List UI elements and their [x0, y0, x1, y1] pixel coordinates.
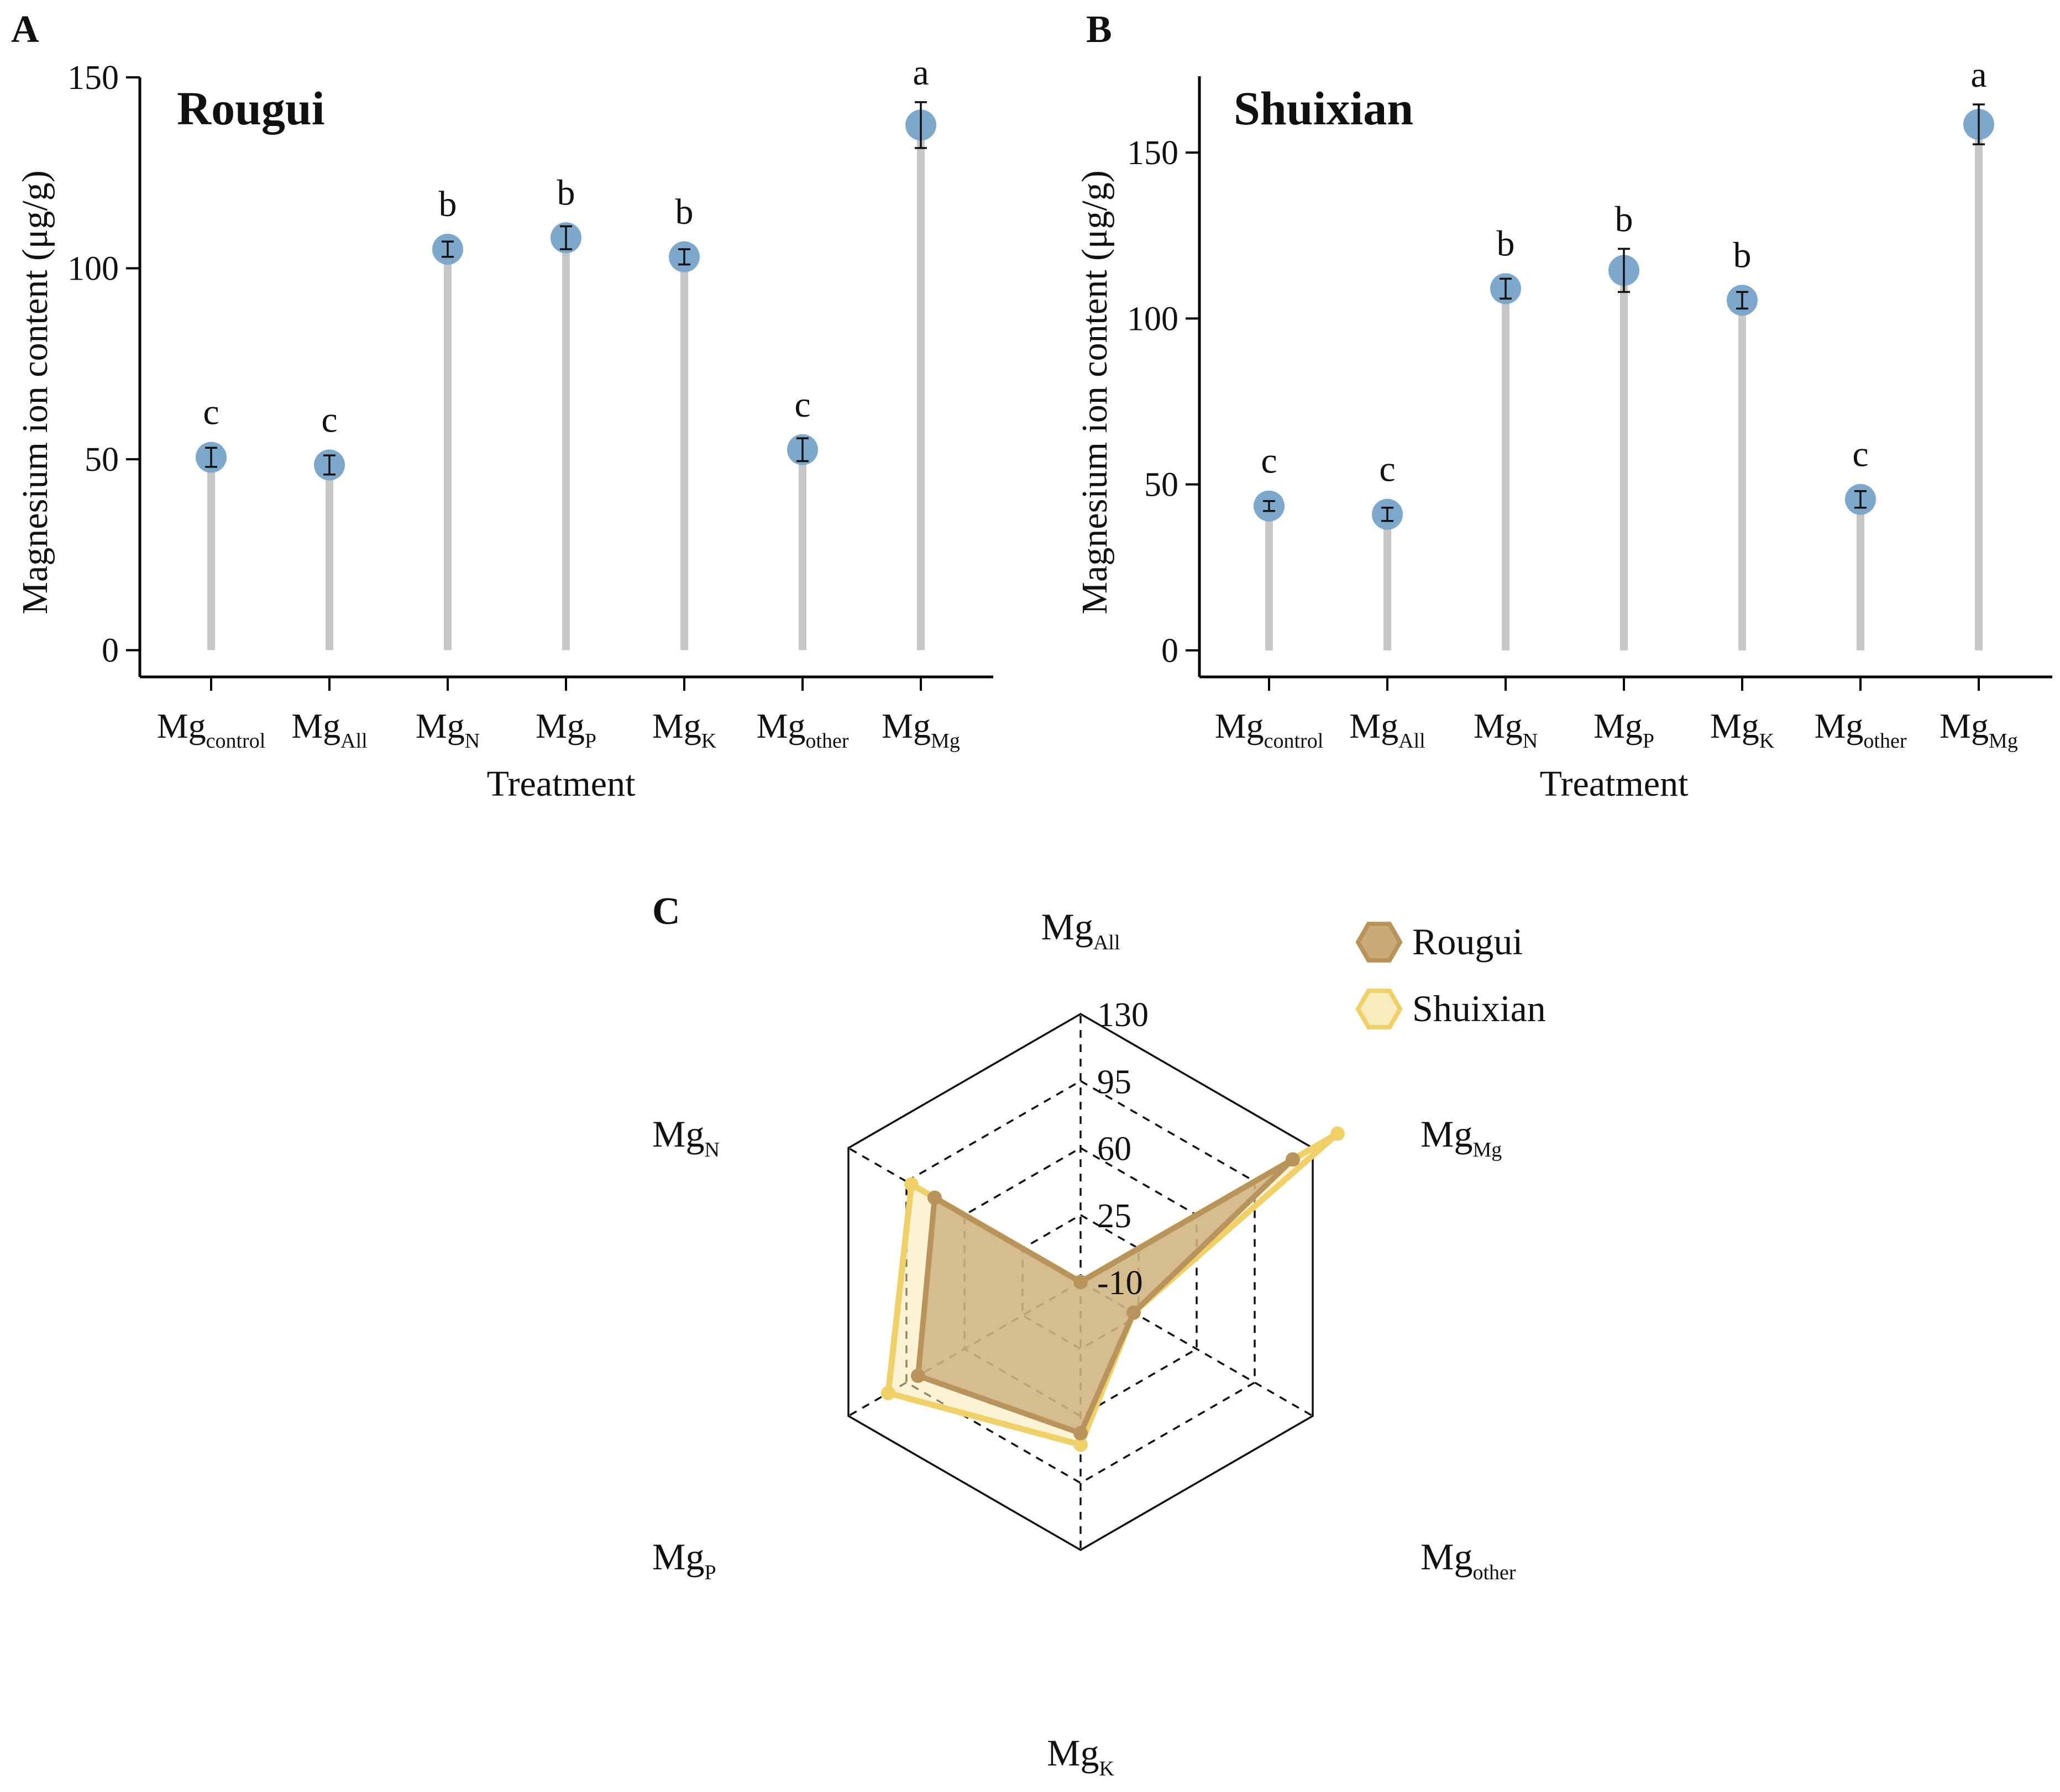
significance-letter: c: [1379, 449, 1395, 490]
panel-b-marks: 0 50 100 150 Mgcontrol c MgAll c MgN b MgP b MgK b Mgo…: [1127, 55, 2052, 753]
x-tick-label: MgK: [652, 706, 717, 753]
radar-ring-label: 95: [1097, 1063, 1131, 1101]
radar-point-shuixian: [904, 1177, 919, 1192]
panel-a-letter: A: [11, 8, 39, 51]
panel-a-marks: 0 50 100 150 Mgcontrol c MgAll c MgN b MgP b MgK b Mgo…: [67, 52, 993, 753]
x-tick-label: MgK: [1710, 706, 1775, 753]
y-tick-label: 0: [1161, 632, 1178, 670]
radar-axis-label: Mgother: [1420, 1536, 1516, 1584]
significance-letter: b: [557, 172, 575, 213]
legend-label-rougui: Rougui: [1412, 921, 1523, 963]
x-tick-label: MgAll: [1349, 706, 1425, 753]
legend-swatch-rougui: [1355, 922, 1403, 963]
radar-point-shuixian: [1073, 1437, 1088, 1452]
panel-b-letter: B: [1086, 8, 1112, 51]
panel-c-marks: -10 25 60 95 130 MgAll MgMg Mgother MgK MgP MgN: [652, 906, 1516, 1780]
panel-a-xlabel: Treatment: [487, 764, 636, 804]
panel-c-letter: C: [652, 890, 680, 933]
radar-ring-label: 130: [1097, 996, 1149, 1034]
x-tick-label: Mgother: [1815, 706, 1907, 753]
significance-letter: b: [1497, 223, 1515, 264]
y-tick-label: 50: [1144, 466, 1178, 504]
y-tick-label: 100: [67, 250, 119, 288]
significance-letter: c: [1261, 441, 1277, 481]
panel-b-xlabel: Treatment: [1540, 764, 1689, 804]
radar-point-rougui: [927, 1190, 942, 1205]
significance-letter: b: [1615, 199, 1633, 239]
panel-b-ylabel: Magnesium ion content (μg/g): [1074, 170, 1115, 614]
panel-b: B Shuixian Magnesium ion content (μg/g) …: [1074, 8, 2052, 804]
radar-axis-label: MgK: [1047, 1732, 1114, 1780]
radar-point-shuixian: [880, 1385, 895, 1400]
radar-axis-label: MgMg: [1420, 1113, 1502, 1162]
panel-a-ylabel: Magnesium ion content (μg/g): [15, 170, 55, 614]
y-tick-label: 0: [102, 632, 119, 670]
y-tick-label: 150: [1127, 134, 1178, 172]
panel-a: A Rougui Magnesium ion content (μg/g) Tr…: [11, 8, 993, 804]
y-tick-label: 100: [1127, 300, 1178, 338]
significance-letter: a: [913, 52, 929, 93]
radar-ring-label: -10: [1097, 1264, 1143, 1302]
radar-point-rougui: [1286, 1152, 1301, 1167]
significance-letter: b: [439, 184, 457, 224]
radar-ring-label: 25: [1097, 1197, 1131, 1235]
radar-point-shuixian: [1330, 1126, 1345, 1141]
significance-letter: b: [1733, 235, 1752, 275]
radar-axis-label: MgN: [652, 1113, 720, 1162]
x-tick-label: MgAll: [291, 706, 367, 753]
radar-ring-label: 60: [1097, 1131, 1131, 1168]
y-tick-label: 150: [67, 59, 119, 97]
panel-b-title: Shuixian: [1234, 82, 1413, 135]
x-tick-label: MgP: [536, 706, 596, 753]
radar-legend: Rougui Shuixian: [1355, 921, 1546, 1029]
x-tick-label: MgN: [1474, 706, 1538, 753]
significance-letter: c: [321, 400, 337, 440]
legend-label-shuixian: Shuixian: [1412, 987, 1546, 1029]
x-tick-label: Mgother: [757, 706, 849, 753]
radar-point-rougui: [1126, 1305, 1141, 1320]
x-tick-label: Mgcontrol: [1215, 706, 1324, 753]
x-tick-label: MgN: [416, 706, 480, 753]
x-tick-label: MgMg: [882, 706, 960, 753]
significance-letter: c: [794, 385, 810, 425]
significance-letter: c: [1852, 434, 1868, 475]
radar-axis-label: MgP: [652, 1536, 716, 1584]
significance-letter: a: [1970, 55, 1986, 95]
radar-point-rougui: [1073, 1426, 1088, 1441]
x-tick-label: MgMg: [1940, 706, 2018, 753]
x-tick-label: Mgcontrol: [157, 706, 266, 753]
radar-point-rougui: [1073, 1275, 1088, 1289]
panel-a-title: Rougui: [177, 82, 325, 135]
radar-axis-label: MgAll: [1041, 906, 1120, 954]
x-tick-label: MgP: [1594, 706, 1654, 753]
legend-swatch-shuixian: [1355, 989, 1403, 1029]
panel-c: C -10256095130MgAllMgMgMgotherMgKMgPMgN …: [652, 890, 1546, 1780]
significance-letter: b: [675, 192, 694, 232]
y-tick-label: 50: [85, 441, 119, 479]
radar-point-rougui: [910, 1368, 925, 1383]
significance-letter: c: [203, 392, 219, 433]
